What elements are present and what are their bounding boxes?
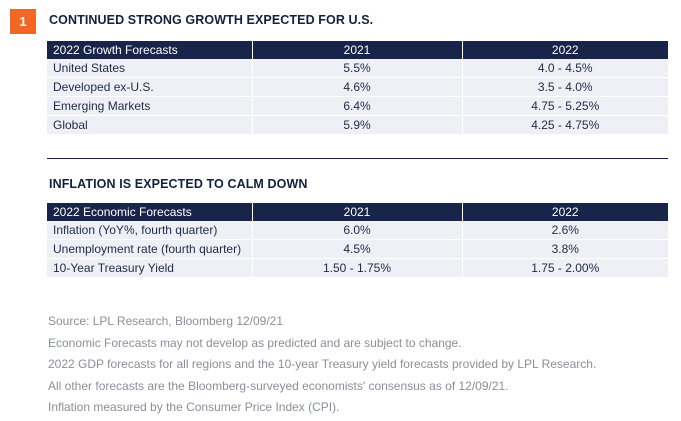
table-row: Unemployment rate (fourth quarter) 4.5% …	[47, 239, 668, 259]
economic-forecast-table: 2022 Economic Forecasts 2021 2022 Inflat…	[47, 203, 668, 278]
figure-number-badge: 1	[10, 9, 36, 34]
value-2021: 4.5%	[252, 239, 463, 259]
header-2021: 2021	[252, 41, 463, 59]
inflation-section-title: INFLATION IS EXPECTED TO CALM DOWN	[49, 177, 308, 191]
header-2022: 2022	[462, 203, 668, 221]
value-2022: 3.8%	[462, 239, 668, 259]
header-label: 2022 Economic Forecasts	[47, 203, 253, 221]
value-2021: 5.9%	[252, 115, 463, 135]
row-label: Inflation (YoY%, fourth quarter)	[47, 221, 253, 240]
row-label: Unemployment rate (fourth quarter)	[47, 239, 253, 259]
table-row: 10-Year Treasury Yield 1.50 - 1.75% 1.75…	[47, 258, 668, 278]
table-row: Emerging Markets 6.4% 4.75 - 5.25%	[47, 96, 668, 116]
table-row: United States 5.5% 4.0 - 4.5%	[47, 59, 668, 78]
value-2022: 1.75 - 2.00%	[462, 258, 668, 278]
table-row: Inflation (YoY%, fourth quarter) 6.0% 2.…	[47, 221, 668, 240]
note-disclaimer: Economic Forecasts may not develop as pr…	[48, 335, 462, 350]
source-notes: Source: LPL Research, Bloomberg 12/09/21…	[48, 311, 596, 419]
row-label: United States	[47, 59, 253, 78]
value-2021: 4.6%	[252, 77, 463, 97]
note-consensus: All other forecasts are the Bloomberg-su…	[48, 378, 509, 393]
value-2021: 6.0%	[252, 221, 463, 240]
value-2021: 6.4%	[252, 96, 463, 116]
value-2021: 1.50 - 1.75%	[252, 258, 463, 278]
row-label: Global	[47, 115, 253, 135]
value-2021: 5.5%	[252, 59, 463, 78]
row-label: Emerging Markets	[47, 96, 253, 116]
note-source: Source: LPL Research, Bloomberg 12/09/21	[48, 314, 284, 328]
header-2021: 2021	[252, 203, 463, 221]
row-label: 10-Year Treasury Yield	[47, 258, 253, 278]
section-divider	[47, 158, 668, 159]
table-header-row: 2022 Economic Forecasts 2021 2022	[47, 203, 668, 221]
table-row: Developed ex-U.S. 4.6% 3.5 - 4.0%	[47, 77, 668, 97]
value-2022: 2.6%	[462, 221, 668, 240]
note-gdp-forecasts: 2022 GDP forecasts for all regions and t…	[48, 357, 597, 371]
value-2022: 4.75 - 5.25%	[462, 96, 668, 116]
table-row: Global 5.9% 4.25 - 4.75%	[47, 115, 668, 135]
value-2022: 3.5 - 4.0%	[462, 77, 668, 97]
row-label: Developed ex-U.S.	[47, 77, 253, 97]
growth-section-title: CONTINUED STRONG GROWTH EXPECTED FOR U.S…	[49, 13, 374, 27]
value-2022: 4.25 - 4.75%	[462, 115, 668, 135]
value-2022: 4.0 - 4.5%	[462, 59, 668, 78]
note-inflation-measure: Inflation measured by the Consumer Price…	[48, 400, 340, 414]
header-2022: 2022	[462, 41, 668, 59]
header-label: 2022 Growth Forecasts	[47, 41, 253, 59]
growth-forecast-table: 2022 Growth Forecasts 2021 2022 United S…	[47, 41, 668, 135]
table-header-row: 2022 Growth Forecasts 2021 2022	[47, 41, 668, 59]
